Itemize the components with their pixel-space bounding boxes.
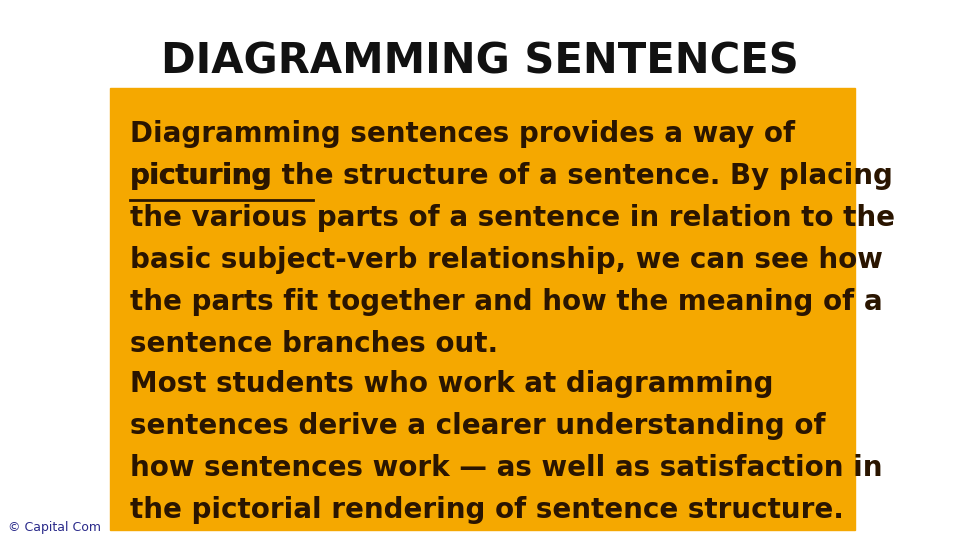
Text: © Capital Com: © Capital Com: [8, 521, 101, 534]
Text: how sentences work — as well as satisfaction in: how sentences work — as well as satisfac…: [130, 454, 882, 482]
Text: picturing the structure of a sentence. By placing: picturing the structure of a sentence. B…: [130, 162, 893, 190]
Text: the pictorial rendering of sentence structure.: the pictorial rendering of sentence stru…: [130, 496, 844, 524]
Text: sentence branches out.: sentence branches out.: [130, 330, 498, 358]
FancyBboxPatch shape: [110, 88, 855, 530]
Text: the various parts of a sentence in relation to the: the various parts of a sentence in relat…: [130, 204, 895, 232]
Text: picturing: picturing: [130, 162, 272, 190]
Text: sentences derive a clearer understanding of: sentences derive a clearer understanding…: [130, 412, 826, 440]
Text: Most students who work at diagramming: Most students who work at diagramming: [130, 370, 774, 398]
Text: Diagramming sentences provides a way of: Diagramming sentences provides a way of: [130, 120, 795, 148]
Text: the parts fit together and how the meaning of a: the parts fit together and how the meani…: [130, 288, 882, 316]
Text: DIAGRAMMING SENTENCES: DIAGRAMMING SENTENCES: [161, 41, 799, 83]
Text: basic subject-verb relationship, we can see how: basic subject-verb relationship, we can …: [130, 246, 883, 274]
